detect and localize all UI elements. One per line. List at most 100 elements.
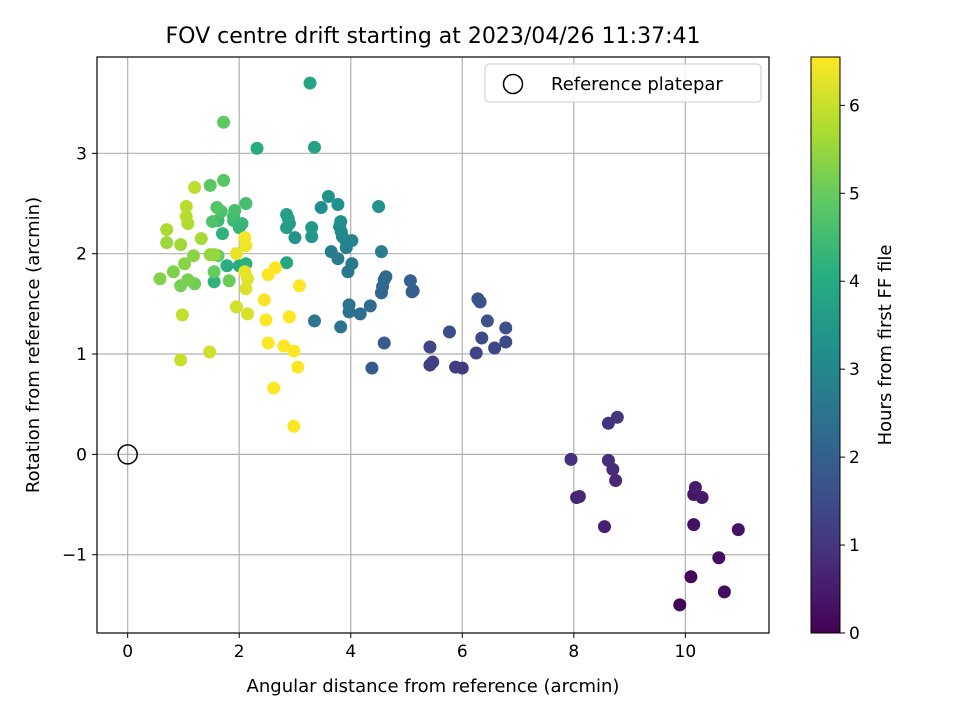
x-tick-label: 4 xyxy=(345,642,356,662)
data-point xyxy=(220,259,234,273)
x-tick-label: 6 xyxy=(457,642,468,662)
data-point xyxy=(379,270,393,284)
legend: Reference platepar xyxy=(484,63,762,103)
data-point xyxy=(695,491,709,505)
data-point xyxy=(442,325,456,339)
data-point xyxy=(194,232,208,246)
data-point xyxy=(499,321,513,335)
data-point xyxy=(210,201,224,215)
data-point xyxy=(174,238,188,252)
data-point xyxy=(406,284,420,298)
data-point xyxy=(205,215,219,229)
legend-box xyxy=(484,63,762,103)
data-point xyxy=(175,308,189,322)
data-point xyxy=(331,198,345,212)
y-tick-label: 1 xyxy=(76,345,87,365)
data-point xyxy=(238,231,252,245)
data-point xyxy=(307,140,321,154)
data-point xyxy=(292,279,306,293)
data-point xyxy=(601,453,615,467)
data-point xyxy=(426,355,440,369)
data-point xyxy=(345,257,359,271)
data-point xyxy=(287,419,301,433)
data-point xyxy=(217,173,231,187)
plot-frame xyxy=(96,56,770,634)
data-point xyxy=(687,518,701,532)
x-tick-label: 8 xyxy=(568,642,579,662)
data-point xyxy=(261,336,275,350)
data-point xyxy=(160,223,174,237)
data-point xyxy=(353,307,367,321)
data-point xyxy=(717,585,731,599)
data-point xyxy=(207,248,221,262)
data-point xyxy=(488,341,502,355)
colorbar-gradient xyxy=(810,56,841,634)
data-point xyxy=(597,520,611,534)
data-point xyxy=(238,265,252,279)
data-point xyxy=(303,76,317,90)
data-points xyxy=(117,76,745,612)
data-point xyxy=(153,272,167,286)
data-point xyxy=(471,292,485,306)
data-point xyxy=(282,310,296,324)
data-point xyxy=(731,523,745,537)
data-point xyxy=(712,551,726,565)
data-point xyxy=(250,141,264,155)
data-point xyxy=(610,410,624,424)
data-point xyxy=(229,300,243,314)
colorbar-tick-label: 6 xyxy=(849,96,860,116)
data-point xyxy=(334,320,348,334)
y-axis-label: Rotation from reference (arcmin) xyxy=(23,197,44,493)
data-point xyxy=(305,230,319,244)
data-point xyxy=(215,227,229,241)
x-tick-label: 2 xyxy=(234,642,245,662)
data-point xyxy=(688,480,702,494)
colorbar-label: Hours from first FF file xyxy=(875,245,896,446)
grid-lines xyxy=(97,57,769,633)
y-tick-label: 3 xyxy=(76,144,87,164)
data-point xyxy=(314,201,328,215)
data-point xyxy=(334,215,348,229)
y-tick-label: 0 xyxy=(76,445,87,465)
legend-entry-label: Reference platepar xyxy=(551,74,723,95)
data-point xyxy=(229,247,243,261)
data-point xyxy=(288,231,302,245)
data-point xyxy=(268,261,282,275)
y-tick-label: −1 xyxy=(62,546,87,566)
data-point xyxy=(160,236,174,250)
colorbar-tick-label: 3 xyxy=(849,360,860,380)
legend-reference-marker xyxy=(502,73,524,95)
data-point xyxy=(239,282,253,296)
data-point xyxy=(499,335,513,349)
x-tick-label: 10 xyxy=(675,642,697,662)
data-point xyxy=(307,314,321,328)
data-point xyxy=(178,257,192,271)
data-point xyxy=(324,245,338,259)
data-point xyxy=(241,307,255,321)
reference-platepar-marker xyxy=(117,444,138,465)
data-point xyxy=(280,256,294,270)
data-point xyxy=(259,313,273,327)
data-point xyxy=(267,381,281,395)
data-point xyxy=(222,274,236,288)
data-point xyxy=(287,344,301,358)
data-point xyxy=(239,197,253,211)
data-point xyxy=(181,273,195,287)
data-point xyxy=(572,490,586,504)
data-point xyxy=(280,208,294,222)
colorbar: 0 1 2 3 4 5 6 Hours from first FF file xyxy=(810,56,896,644)
data-point xyxy=(203,178,217,192)
data-point xyxy=(174,353,188,367)
data-point xyxy=(207,265,221,279)
data-point xyxy=(475,331,489,345)
data-point xyxy=(449,360,463,374)
data-point xyxy=(277,339,291,353)
data-point xyxy=(469,346,483,360)
data-point xyxy=(186,249,200,263)
data-point xyxy=(203,345,217,359)
data-point xyxy=(374,245,388,259)
data-point xyxy=(291,360,305,374)
data-point xyxy=(166,265,180,279)
colorbar-tick-label: 4 xyxy=(849,272,860,292)
colorbar-tick-label: 1 xyxy=(849,536,860,556)
